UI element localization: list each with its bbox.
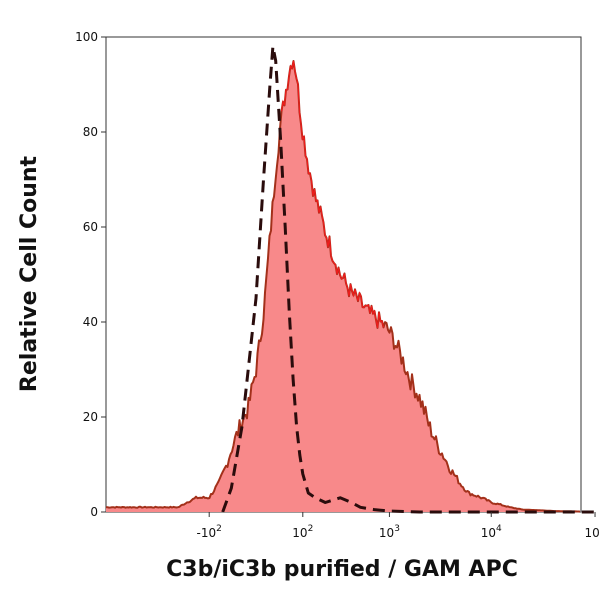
series-0-peak-outline xyxy=(280,60,385,329)
y-axis: 0 20 40 60 80 100 xyxy=(75,30,106,519)
y-tick-label: 40 xyxy=(83,315,98,329)
y-tick-label: 80 xyxy=(83,125,98,139)
x-tick-label: 103 xyxy=(379,524,400,540)
series-0-area xyxy=(106,61,581,512)
x-tick-label: 105 xyxy=(585,524,600,540)
series-layer xyxy=(105,45,600,514)
x-tick-label: -102 xyxy=(197,524,222,540)
y-tick-label: 20 xyxy=(83,410,98,424)
x-tick-label: 104 xyxy=(481,524,502,540)
y-tick-label: 60 xyxy=(83,220,98,234)
y-tick-label: 0 xyxy=(90,505,98,519)
x-axis-title: C3b/iC3b purified / GAM APC xyxy=(166,557,518,582)
x-axis: -102 102 103 104 105 xyxy=(197,512,600,540)
series-1-line xyxy=(221,45,600,514)
y-axis-title: Relative Cell Count xyxy=(17,155,42,392)
x-tick-label: 102 xyxy=(292,524,313,540)
y-tick-label: 100 xyxy=(75,30,98,44)
